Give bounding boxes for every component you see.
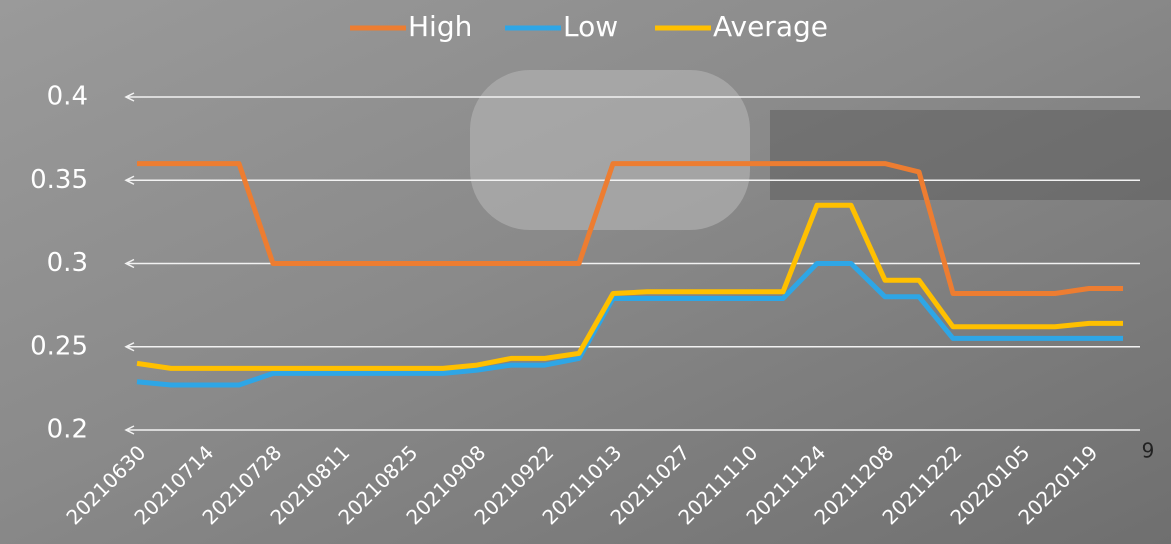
legend-label: Average [713,10,828,43]
y-tick-label: 0.4 [47,82,88,112]
y-tick-label: 0.2 [47,415,88,445]
series-line [137,161,1123,296]
series-line [136,261,1123,388]
legend-label: High [408,10,472,43]
grid-arrow [124,258,135,269]
background-photo-shape [770,110,1171,200]
y-tick-label: 0.3 [47,248,88,278]
series-line [136,202,1123,371]
grid-arrow [124,92,135,102]
grid-arrow [124,175,135,185]
grid-arrow [124,342,135,352]
legend-label: Low [563,10,618,43]
grid-arrow [124,425,135,435]
background-photo-shape [470,70,750,230]
y-tick-label: 0.25 [30,331,88,361]
y-tick-label: 0.35 [30,165,88,195]
page-number: 9 [1142,439,1155,463]
